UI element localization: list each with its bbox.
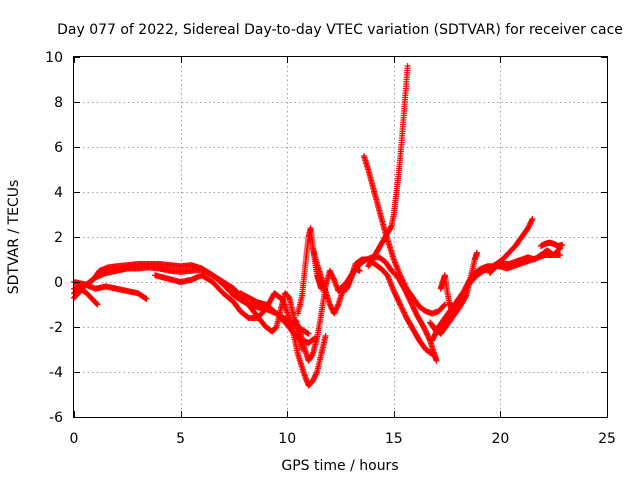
series-arc-15 [431,249,480,337]
data-point-marker [473,249,480,256]
data-point-marker [345,280,352,287]
x-tick-label: 15 [385,431,403,447]
series-arc-03 [71,279,150,302]
data-point-marker [397,302,404,309]
y-tick-label: 6 [54,140,63,156]
y-tick-label: 0 [54,275,63,291]
data-point-marker [404,63,411,69]
x-tick-label: 20 [491,431,509,447]
data-point-marker [93,300,100,307]
data-point-marker [398,304,405,311]
data-point-marker [344,282,351,289]
data-point-marker [400,308,407,315]
y-tick-label: 2 [54,230,63,246]
data-point-marker [347,275,354,282]
series-arc-16 [437,272,455,312]
data-point-marker [397,301,404,308]
y-axis-label: SDTVAR / TECUs [6,180,22,295]
data-point-marker [401,281,408,288]
data-point-marker [433,357,440,364]
axis-ticks [74,57,608,418]
x-tick-label: 0 [70,431,79,447]
data-point-marker [345,279,352,286]
data-point-marker [347,276,354,283]
data-point-marker [448,306,455,312]
y-tick-label: 8 [54,95,63,111]
data-point-marker [399,276,406,283]
series-arc-11 [360,153,448,317]
y-tick-label: -4 [49,365,63,381]
y-tick-label: -6 [49,410,63,426]
plot-border [73,56,608,418]
series-arc-18 [537,239,566,249]
data-point-marker [349,272,356,279]
data-point-marker [143,295,150,302]
data-point-marker [402,312,409,319]
data-point-marker [399,306,406,313]
data-point-marker [399,305,406,312]
x-tick-label: 10 [278,431,296,447]
series-arc-17 [486,245,564,276]
data-point-marker [94,301,101,308]
data-point-marker [348,274,355,281]
x-axis-label: GPS time / hours [281,458,398,474]
data-point-marker [397,273,404,280]
x-tick-label: 5 [176,431,185,447]
data-point-marker [399,277,406,284]
data-point-marker [309,352,316,359]
series-arc-05 [152,272,329,389]
data-point-marker [557,252,564,258]
data-point-marker [401,310,408,317]
chart-title: Day 077 of 2022, Sidereal Day-to-day VTE… [57,22,623,38]
data-point-marker [388,223,395,230]
data-point-marker [397,272,404,279]
data-point-marker [334,302,341,309]
x-tick-label: 25 [598,431,616,447]
axis-tick-labels: 0 5 10 15 20 25 -6 -4 -2 0 2 4 6 8 10 [45,50,616,447]
data-point-marker [400,279,407,285]
data-point-marker [343,283,350,290]
grid [74,57,607,417]
data-point-marker [142,295,149,302]
series-arc-12 [365,63,411,270]
data-point-marker [401,309,408,316]
data-point-marker [398,274,405,281]
data-point-marker [330,275,337,282]
data-series [71,63,566,389]
y-tick-label: -2 [49,320,63,336]
data-point-marker [462,293,469,300]
data-point-marker [346,278,353,285]
data-point-marker [559,241,566,248]
data-point-marker [322,333,329,339]
data-point-marker [441,302,448,309]
data-point-marker [402,283,409,290]
data-point-marker [313,370,320,377]
y-tick-label: 10 [45,50,63,66]
data-point-marker [401,280,408,287]
data-point-marker [305,330,312,337]
data-point-marker [528,217,535,224]
data-point-marker [304,330,311,337]
data-point-marker [529,216,536,222]
series-arc-09 [309,245,436,357]
y-tick-label: 4 [54,185,63,201]
